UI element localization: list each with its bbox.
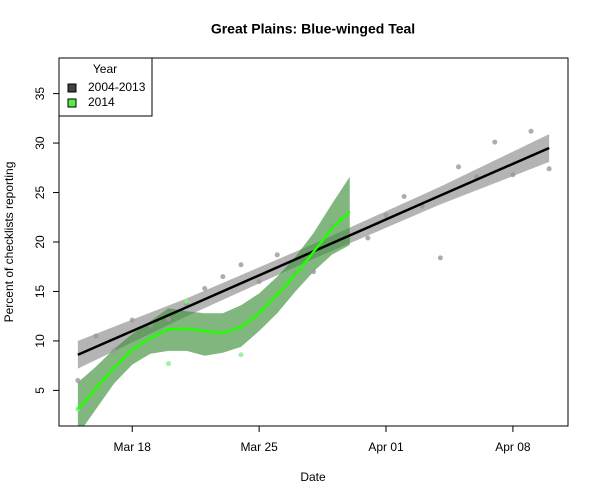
- data-point: [111, 348, 117, 354]
- data-point: [75, 377, 81, 383]
- y-tick-label: 10: [33, 334, 47, 348]
- data-point: [202, 285, 208, 291]
- x-tick-label: Mar 25: [240, 440, 278, 454]
- data-point: [546, 166, 552, 172]
- legend-swatch: [67, 83, 77, 93]
- data-point: [456, 164, 462, 170]
- data-point: [220, 274, 226, 280]
- y-axis-label: Percent of checklists reporting: [2, 162, 16, 323]
- data-point: [238, 262, 244, 268]
- chart-title: Great Plains: Blue-winged Teal: [211, 21, 415, 37]
- data-point: [184, 298, 190, 304]
- plot-area: [75, 128, 552, 426]
- legend-title: Year: [93, 62, 117, 76]
- data-point: [492, 139, 498, 145]
- data-point: [93, 333, 99, 339]
- data-point: [437, 255, 443, 261]
- fit-line: [76, 210, 351, 411]
- data-point: [401, 193, 407, 199]
- y-tick-label: 30: [33, 136, 47, 150]
- y-tick-label: 5: [33, 387, 47, 394]
- data-point: [256, 279, 262, 285]
- data-point: [365, 235, 371, 241]
- x-axis-label: Date: [300, 470, 326, 484]
- data-point: [129, 317, 135, 323]
- data-point: [383, 212, 389, 218]
- x-tick-label: Apr 01: [368, 440, 404, 454]
- data-point: [165, 316, 171, 322]
- y-tick-label: 20: [33, 235, 47, 249]
- data-point: [510, 172, 516, 178]
- confidence-band: [77, 176, 350, 426]
- x-tick-label: Apr 08: [495, 440, 531, 454]
- y-tick-label: 15: [33, 284, 47, 298]
- data-point: [274, 252, 280, 258]
- data-point: [528, 128, 534, 134]
- data-point: [238, 352, 244, 358]
- legend-swatch: [67, 98, 77, 108]
- data-point: [311, 269, 316, 275]
- y-tick-label: 35: [33, 87, 47, 101]
- x-tick-label: Mar 18: [114, 440, 152, 454]
- y-tick-label: 25: [33, 186, 47, 200]
- data-point: [165, 361, 171, 367]
- legend-label: 2004-2013: [88, 80, 146, 94]
- legend-label: 2014: [88, 95, 115, 109]
